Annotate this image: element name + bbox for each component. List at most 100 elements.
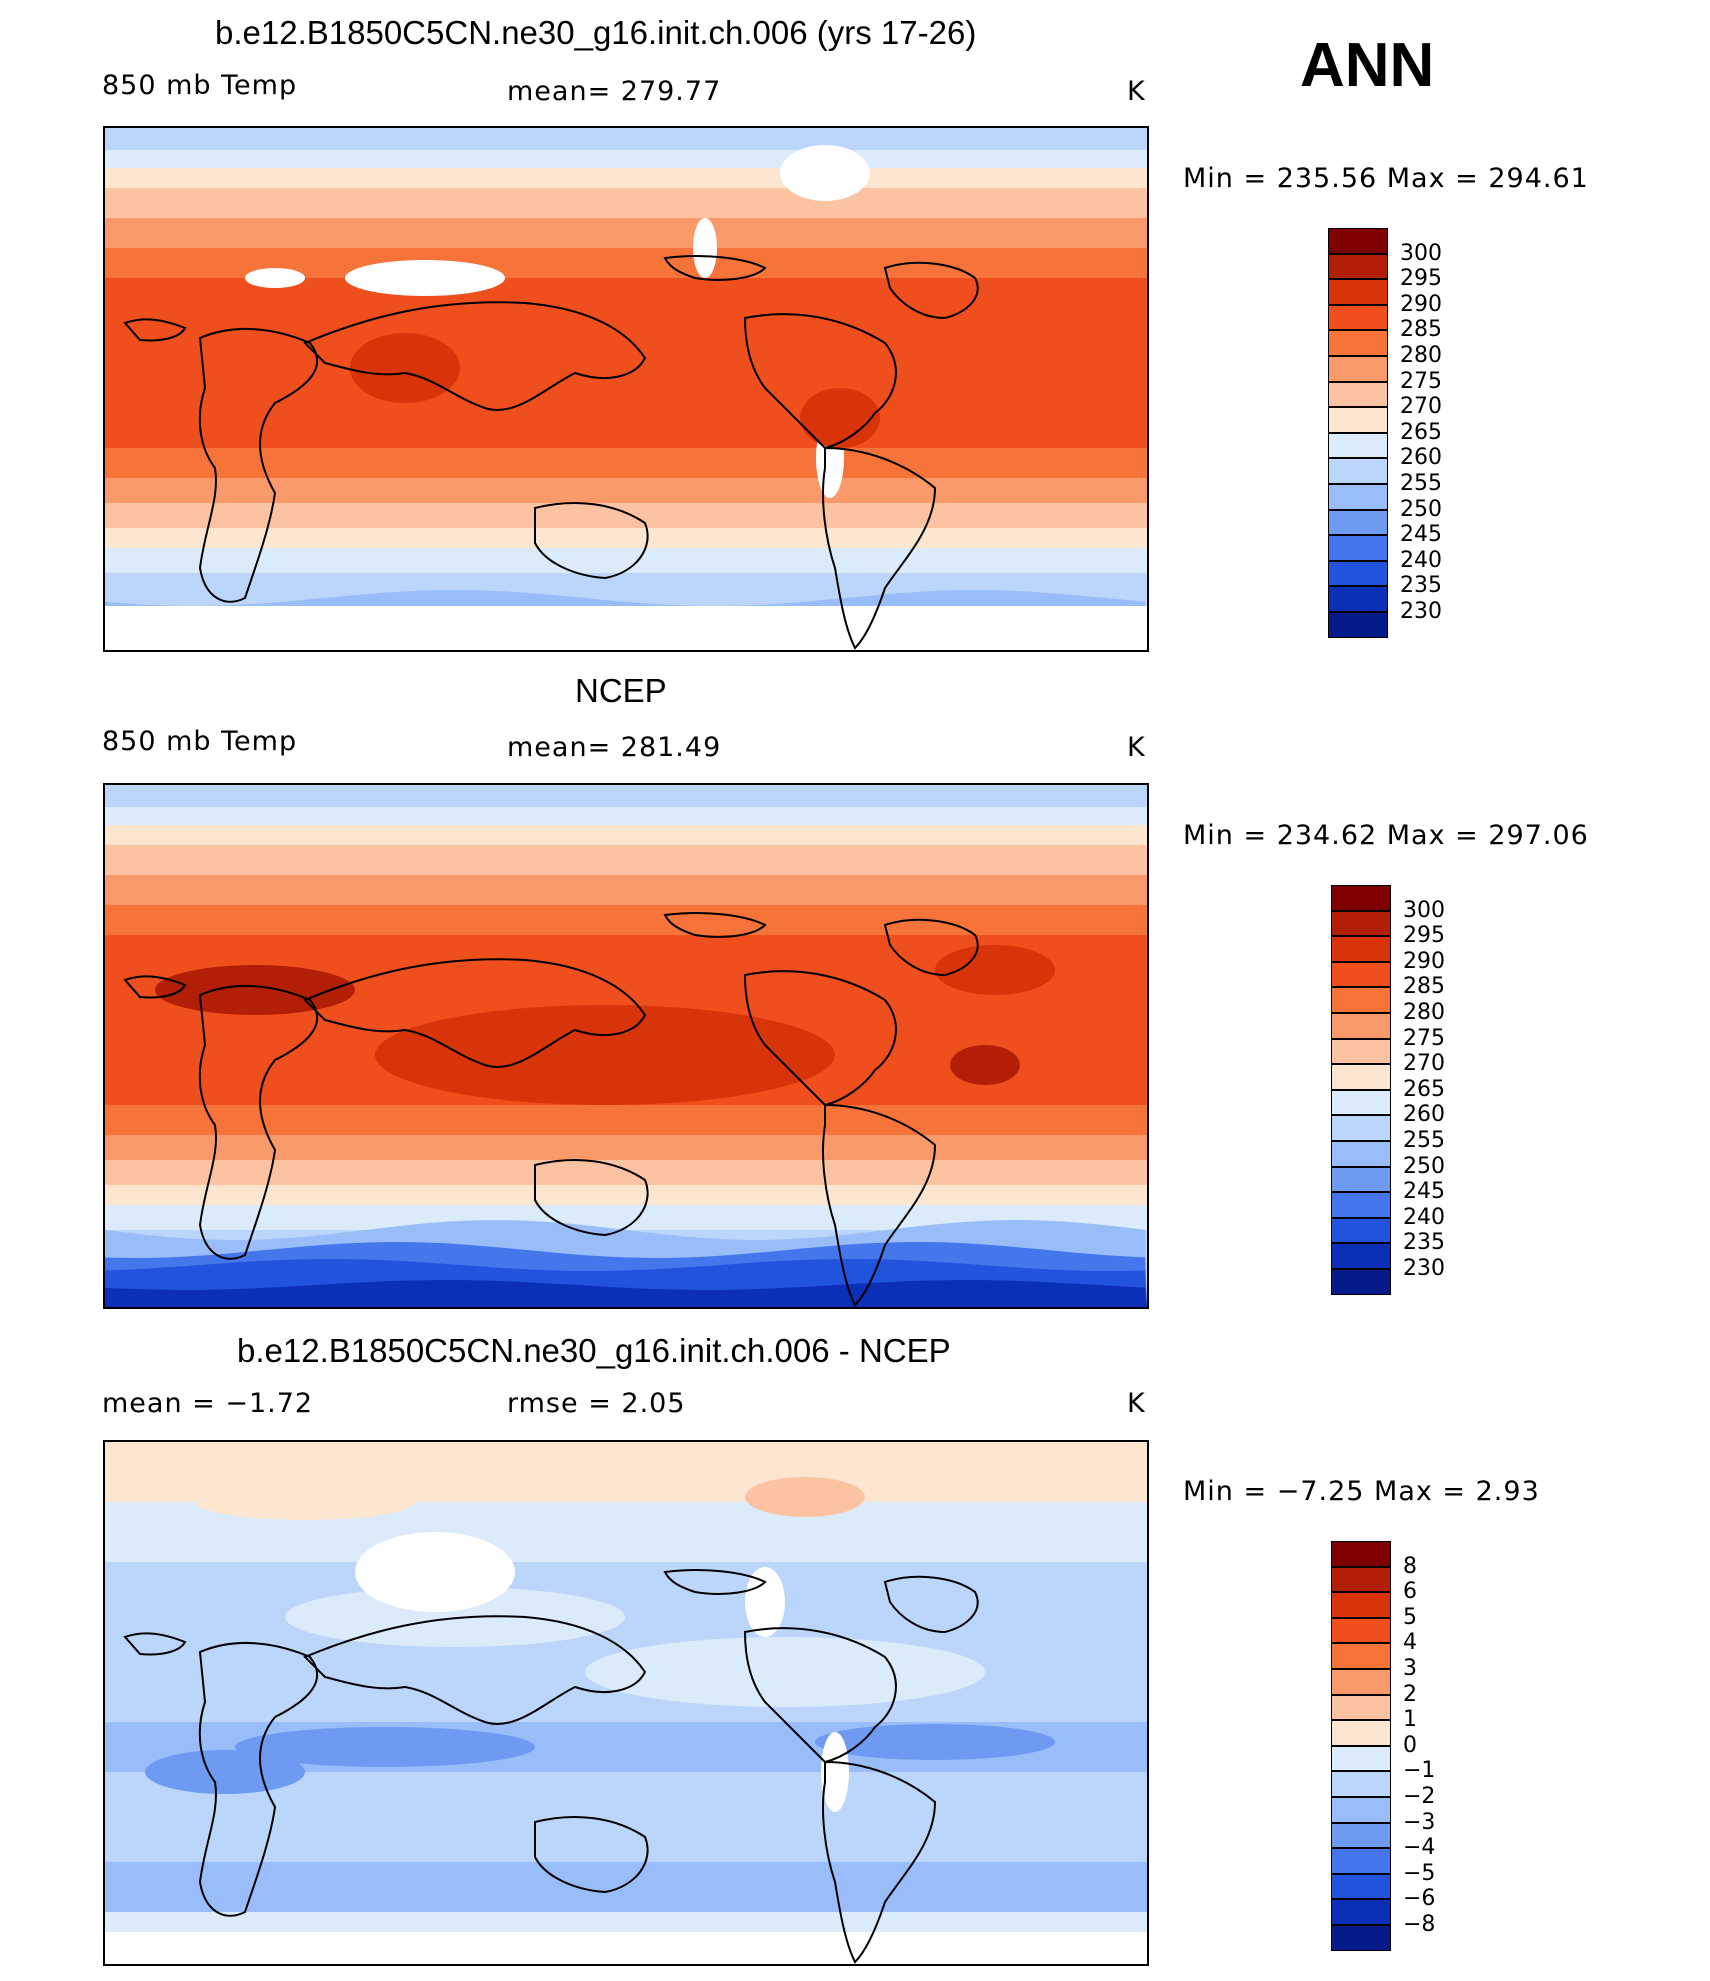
colorbar-tick-label: 275 (1403, 1025, 1445, 1051)
colorbar-tick-label: 270 (1403, 1051, 1445, 1077)
colorbar-tick-label: 290 (1400, 291, 1442, 317)
panel-1-map (103, 126, 1149, 652)
panel-1-colorbar: 300 295 290 285 280 275 270 265 260 255 250 245 240 2… (1328, 228, 1442, 638)
panel-3-minmax: Min = −7.25 Max = 2.93 (1183, 1476, 1540, 1507)
colorbar-swatch (1331, 1217, 1391, 1244)
panel-2-left-label: 850 mb Temp (102, 726, 298, 757)
colorbar-swatch (1328, 612, 1388, 638)
colorbar-tick-label: −8 (1403, 1912, 1436, 1937)
colorbar-swatch (1331, 1694, 1391, 1721)
colorbar-swatch (1331, 1269, 1391, 1295)
colorbar-tick-label: 270 (1400, 394, 1442, 420)
colorbar-tick-label: 300 (1403, 897, 1445, 923)
panel-3-units: K (1127, 1388, 1146, 1419)
colorbar-swatch (1328, 304, 1388, 331)
colorbar-swatch (1331, 1166, 1391, 1193)
colorbar-tick-label: 280 (1403, 1000, 1445, 1025)
panel-2-title: NCEP (575, 672, 667, 709)
panel-3-map (103, 1440, 1149, 1966)
colorbar-tick-label: 300 (1400, 240, 1442, 266)
panel-3-colorbar: 8 6 5 4 3 2 1 0 −1 −2 −3 −4 −5 −6 −8 (1331, 1541, 1435, 1951)
colorbar-tick-label: 6 (1403, 1579, 1417, 1605)
colorbar-tick-label: 4 (1403, 1630, 1417, 1656)
colorbar-tick-label: 295 (1403, 923, 1445, 949)
colorbar-swatch (1328, 535, 1388, 561)
panel-1-units: K (1127, 76, 1146, 107)
panel-1-center-label: mean= 279.77 (507, 76, 722, 107)
colorbar-tick-label: −5 (1403, 1860, 1436, 1886)
colorbar-tick-label: 5 (1403, 1604, 1417, 1630)
panel-2-map-field (105, 785, 1147, 1307)
colorbar-swatch (1331, 1617, 1391, 1644)
panel-3-center-label: rmse = 2.05 (507, 1388, 686, 1419)
colorbar-swatch (1331, 987, 1391, 1013)
colorbar-swatch (1328, 432, 1388, 459)
colorbar-swatch (1328, 586, 1388, 612)
colorbar-tick-label: 255 (1400, 471, 1442, 496)
panel-2-minmax: Min = 234.62 Max = 297.06 (1183, 820, 1589, 851)
season-label: ANN (1300, 31, 1435, 100)
colorbar-swatch (1331, 1115, 1391, 1141)
colorbar-swatch (1328, 407, 1388, 433)
colorbar-tick-label: 290 (1403, 948, 1445, 974)
colorbar-swatch (1331, 1925, 1391, 1951)
colorbar-tick-label: −2 (1403, 1784, 1436, 1809)
colorbar-swatch (1331, 1848, 1391, 1874)
colorbar-tick-label: 3 (1403, 1656, 1417, 1681)
panel-3-title: b.e12.B1850C5CN.ne30_g16.init.ch.006 - N… (237, 1332, 951, 1369)
colorbar-swatch (1331, 910, 1391, 937)
colorbar-swatch (1331, 1013, 1391, 1039)
colorbar-swatch (1331, 1243, 1391, 1269)
colorbar-swatch (1328, 509, 1388, 536)
colorbar-swatch (1331, 1771, 1391, 1797)
colorbar-tick-label: −1 (1403, 1758, 1436, 1784)
colorbar-tick-label: 245 (1400, 522, 1442, 548)
colorbar-swatch (1331, 1899, 1391, 1925)
colorbar-swatch (1331, 1064, 1391, 1090)
colorbar-tick-label: 230 (1403, 1256, 1445, 1281)
colorbar-swatch (1331, 961, 1391, 988)
colorbar-tick-label: 295 (1400, 266, 1442, 292)
colorbar-swatch (1331, 1669, 1391, 1695)
colorbar-tick-label: 240 (1400, 547, 1442, 573)
panel-2-units: K (1127, 732, 1146, 763)
colorbar-swatch (1331, 936, 1391, 962)
colorbar-swatch (1331, 1720, 1391, 1746)
panel-2-center-label: mean= 281.49 (507, 732, 722, 763)
colorbar-tick-label: 1 (1403, 1707, 1417, 1733)
colorbar-tick-label: 280 (1400, 343, 1442, 368)
colorbar-tick-label: 8 (1403, 1553, 1417, 1579)
colorbar-tick-label: 265 (1400, 419, 1442, 445)
colorbar-tick-label: 285 (1403, 974, 1445, 1000)
colorbar-tick-label: 0 (1403, 1732, 1417, 1758)
colorbar-tick-label: 245 (1403, 1179, 1445, 1205)
colorbar-tick-label: 235 (1400, 573, 1442, 599)
panel-2-map (103, 783, 1149, 1309)
colorbar-swatch (1328, 381, 1388, 408)
colorbar-tick-label: 275 (1400, 368, 1442, 394)
colorbar-swatch (1331, 1592, 1391, 1618)
colorbar-tick-label: 230 (1400, 599, 1442, 624)
colorbar-swatch (1331, 1873, 1391, 1900)
colorbar-tick-label: −3 (1403, 1809, 1436, 1835)
colorbar-swatch (1331, 1566, 1391, 1593)
colorbar-swatch (1331, 1643, 1391, 1669)
colorbar-tick-label: −4 (1403, 1835, 1436, 1861)
colorbar-tick-label: 240 (1403, 1204, 1445, 1230)
colorbar-swatch (1331, 1541, 1391, 1567)
colorbar-swatch (1328, 560, 1388, 587)
colorbar-tick-label: 285 (1400, 317, 1442, 343)
colorbar-swatch (1328, 253, 1388, 280)
colorbar-tick-label: 260 (1400, 445, 1442, 471)
colorbar-swatch (1331, 1089, 1391, 1116)
colorbar-swatch (1328, 356, 1388, 382)
colorbar-swatch (1328, 330, 1388, 356)
panel-1-map-field (105, 128, 1147, 650)
colorbar-swatch (1328, 279, 1388, 305)
panel-3-map-field (105, 1442, 1147, 1964)
panel-3-left-label: mean = −1.72 (102, 1388, 314, 1419)
colorbar-swatch (1331, 885, 1391, 911)
colorbar-swatch (1331, 1038, 1391, 1065)
colorbar-swatch (1331, 1141, 1391, 1167)
colorbar-swatch (1328, 228, 1388, 254)
